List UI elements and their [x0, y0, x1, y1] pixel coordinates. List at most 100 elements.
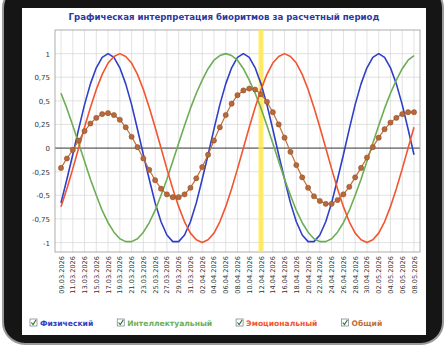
- series-marker: [406, 110, 411, 115]
- series-marker: [323, 201, 328, 206]
- series-marker: [141, 156, 146, 161]
- series-marker: [400, 111, 405, 116]
- x-tick-label: 28.04.2026: [352, 256, 360, 294]
- series-marker: [253, 87, 258, 92]
- x-tick-label: 25.03.2026: [152, 256, 160, 294]
- legend-item[interactable]: Физический: [30, 319, 93, 328]
- series-marker: [394, 115, 399, 120]
- y-tick-label: -0,25: [32, 169, 50, 177]
- y-grid-line: [55, 124, 420, 125]
- tablet-frame: [3, 0, 443, 344]
- x-tick-label: 13.03.2026: [81, 256, 89, 294]
- y-grid-line: [55, 218, 420, 219]
- y-tick-label: 0,25: [34, 121, 50, 129]
- series-marker: [235, 93, 240, 98]
- x-tick-label: 14.04.2026: [269, 256, 277, 294]
- series-marker: [82, 128, 87, 133]
- legend-checkbox[interactable]: [30, 319, 37, 326]
- series-marker: [76, 138, 81, 143]
- y-tick-label: 1: [46, 51, 50, 59]
- series-marker: [317, 198, 322, 203]
- grid: [55, 30, 420, 252]
- x-tick-label: 20.04.2026: [305, 256, 313, 294]
- series-marker: [70, 147, 75, 152]
- series-marker: [182, 192, 187, 197]
- y-grid-line: [55, 77, 420, 78]
- y-grid-line: [55, 195, 420, 196]
- series-marker: [382, 127, 387, 132]
- series-marker: [111, 112, 116, 117]
- series-marker: [211, 138, 216, 143]
- x-tick-label: 04.05.2026: [387, 256, 395, 294]
- series-line: [61, 89, 414, 204]
- y-tick-label: -0,75: [32, 216, 50, 224]
- legend-checkbox[interactable]: [117, 319, 124, 326]
- y-grid-line: [55, 100, 420, 101]
- legend-label: Интеллектуальный: [127, 319, 212, 328]
- x-tick-label: 24.04.2026: [328, 256, 336, 294]
- x-tick-label: 06.05.2026: [399, 256, 407, 294]
- legend-check: [119, 320, 124, 325]
- series-marker: [194, 176, 199, 181]
- x-tick-label: 08.04.2026: [234, 256, 242, 294]
- series-marker: [205, 152, 210, 157]
- series: [61, 54, 414, 243]
- y-tick-label: 0,75: [34, 74, 50, 82]
- x-axis-labels: 09.03.202611.03.202613.03.202615.03.2026…: [58, 256, 419, 294]
- x-tick-label: 11.03.2026: [69, 256, 77, 294]
- series-marker: [347, 184, 352, 189]
- x-tick-label: 17.03.2026: [105, 256, 113, 294]
- legend-label: Эмоциональный: [246, 319, 317, 328]
- legend-checkbox[interactable]: [341, 319, 348, 326]
- chart-title: Графическая интерпретация биоритмов за р…: [69, 12, 380, 22]
- legend-item[interactable]: Интеллектуальный: [117, 319, 212, 328]
- legend: Физический Интеллектуальный Эмоциональный О…: [30, 319, 382, 328]
- legend-item[interactable]: Общий: [341, 319, 382, 328]
- legend-label: Общий: [351, 319, 382, 328]
- series-marker: [100, 111, 105, 116]
- x-tick-label: 06.04.2026: [222, 256, 230, 294]
- series-marker: [247, 86, 252, 91]
- x-tick-label: 09.03.2026: [58, 256, 66, 294]
- series-marker: [288, 149, 293, 154]
- series-marker: [217, 125, 222, 130]
- series-marker: [341, 192, 346, 197]
- plot-frame: [55, 30, 420, 252]
- screen: [22, 8, 426, 335]
- chart-root: Графическая интерпретация биоритмов за р…: [0, 0, 446, 347]
- series-marker: [282, 135, 287, 140]
- y-tick-label: 0,5: [39, 98, 50, 106]
- series-marker: [88, 121, 93, 126]
- series-marker: [176, 195, 181, 200]
- series-line: [61, 54, 414, 243]
- x-tick-label: 23.03.2026: [140, 256, 148, 294]
- legend-checkbox[interactable]: [236, 319, 243, 326]
- x-tick-label: 19.03.2026: [116, 256, 124, 294]
- y-tick-label: -0,5: [36, 192, 50, 200]
- series-marker: [294, 162, 299, 167]
- series-marker: [105, 111, 110, 116]
- series-marker: [94, 115, 99, 120]
- legend-check: [237, 320, 242, 325]
- series-line: [61, 54, 414, 242]
- series-marker: [364, 155, 369, 160]
- series-marker: [335, 197, 340, 202]
- x-tick-label: 12.04.2026: [258, 256, 266, 294]
- x-tick-label: 21.03.2026: [128, 256, 136, 294]
- x-tick-label: 27.03.2026: [163, 256, 171, 294]
- series-marker: [411, 110, 416, 115]
- x-tick-label: 26.04.2026: [340, 256, 348, 294]
- x-tick-label: 29.03.2026: [175, 256, 183, 294]
- series-marker: [270, 110, 275, 115]
- series-marker: [358, 165, 363, 170]
- legend-item[interactable]: Эмоциональный: [236, 319, 317, 328]
- series-marker: [117, 117, 122, 122]
- x-tick-label: 02.04.2026: [199, 256, 207, 294]
- series-marker: [353, 175, 358, 180]
- series-marker: [147, 167, 152, 172]
- x-tick-label: 31.03.2026: [187, 256, 195, 294]
- series-marker: [64, 156, 69, 161]
- series-marker: [311, 194, 316, 199]
- series-marker: [241, 88, 246, 93]
- series-marker: [258, 92, 263, 97]
